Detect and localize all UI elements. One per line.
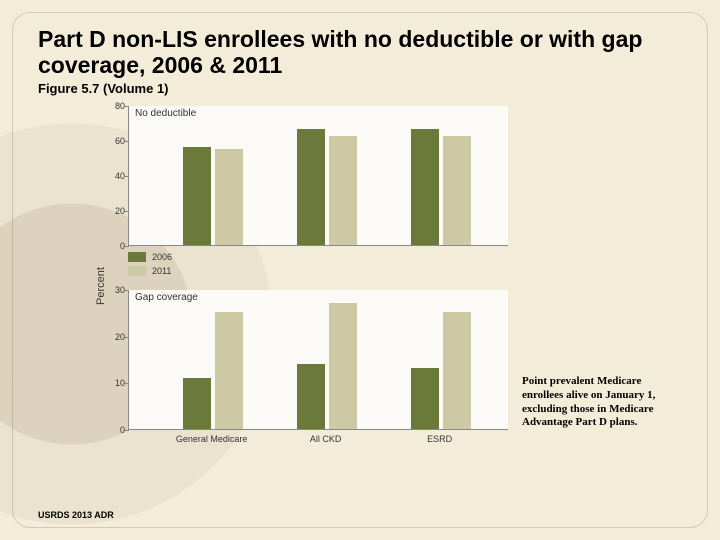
slide-content: Part D non-LIS enrollees with no deducti… [38, 26, 682, 520]
bar [329, 136, 357, 245]
y-tick-label: 0 [103, 241, 125, 251]
footer-citation: USRDS 2013 ADR [38, 510, 114, 520]
legend-label: 2006 [152, 252, 172, 262]
bar [183, 378, 211, 429]
bar [443, 136, 471, 245]
bar [329, 303, 357, 429]
x-tick-label: General Medicare [176, 434, 248, 444]
x-tick-label: ESRD [427, 434, 452, 444]
legend-item: 2006 [128, 252, 172, 262]
x-tick-label: All CKD [310, 434, 342, 444]
y-tick-mark [125, 246, 129, 247]
y-tick-label: 0 [103, 425, 125, 435]
legend-swatch [128, 266, 146, 276]
chart-footnote: Point prevalent Medicare enrollees alive… [522, 375, 662, 430]
page-title: Part D non-LIS enrollees with no deducti… [38, 26, 682, 79]
x-axis-labels: General Medicare All CKD ESRD [128, 434, 508, 450]
bar [443, 312, 471, 429]
y-tick-mark [125, 106, 129, 107]
y-tick-label: 20 [103, 206, 125, 216]
panel-title: Gap coverage [135, 292, 198, 303]
y-tick-label: 10 [103, 378, 125, 388]
panel-title: No deductible [135, 108, 196, 119]
y-tick-mark [125, 141, 129, 142]
y-tick-mark [125, 290, 129, 291]
chart-panel-top: No deductible020406080 [128, 106, 508, 246]
y-tick-label: 20 [103, 332, 125, 342]
legend-item: 2011 [128, 266, 171, 276]
y-tick-label: 80 [103, 101, 125, 111]
legend-label: 2011 [152, 266, 171, 276]
bar [215, 312, 243, 429]
y-tick-mark [125, 211, 129, 212]
legend-swatch [128, 252, 146, 262]
y-tick-label: 40 [103, 171, 125, 181]
figure-number: Figure 5.7 (Volume 1) [38, 81, 682, 96]
y-tick-mark [125, 430, 129, 431]
bar [411, 129, 439, 245]
y-tick-label: 30 [103, 285, 125, 295]
bar [215, 149, 243, 245]
chart-legend: 2006 2011 [128, 252, 508, 286]
y-tick-mark [125, 176, 129, 177]
bar [411, 368, 439, 429]
y-tick-mark [125, 383, 129, 384]
bar [297, 129, 325, 245]
y-tick-label: 60 [103, 136, 125, 146]
bar [297, 364, 325, 429]
bar [183, 147, 211, 245]
chart-panel-bottom: Gap coverage0102030 [128, 290, 508, 430]
y-tick-mark [125, 337, 129, 338]
chart-area: Percent No deductible020406080 20062011 … [128, 106, 508, 450]
